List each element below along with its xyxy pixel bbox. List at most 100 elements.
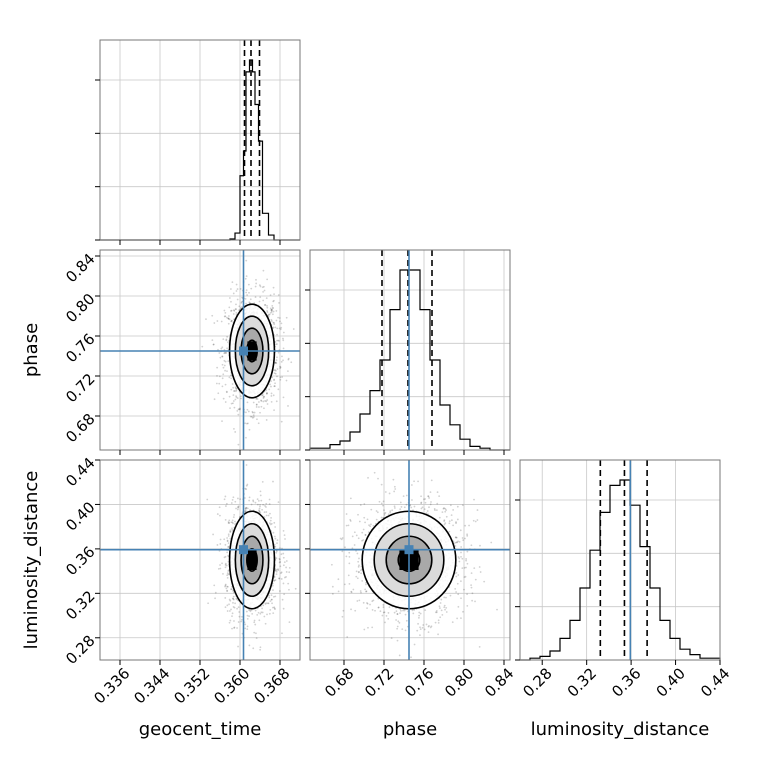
scatter-point	[269, 600, 272, 603]
scatter-point	[245, 289, 248, 292]
scatter-point	[273, 535, 276, 538]
scatter-point	[456, 505, 459, 508]
scatter-point	[272, 300, 275, 303]
scatter-point	[229, 529, 232, 532]
scatter-point	[282, 529, 285, 532]
scatter-point	[451, 621, 454, 624]
scatter-point	[337, 590, 340, 593]
scatter-point	[262, 397, 265, 399]
scatter-point	[267, 602, 270, 605]
scatter-point	[280, 578, 283, 580]
scatter-point	[356, 552, 359, 555]
scatter-point	[226, 370, 228, 372]
x-tick-label-geocent-time: 0.352	[170, 664, 213, 707]
scatter-point	[255, 406, 258, 408]
scatter-point	[269, 294, 272, 297]
scatter-point	[412, 612, 415, 615]
scatter-point	[212, 343, 215, 346]
scatter-point	[419, 612, 422, 615]
scatter-point	[275, 550, 278, 553]
scatter-point	[228, 522, 231, 524]
scatter-point	[254, 285, 257, 288]
scatter-point	[454, 541, 457, 544]
scatter-point	[274, 372, 277, 375]
scatter-point	[226, 316, 228, 319]
scatter-point	[228, 318, 231, 321]
scatter-point	[263, 407, 265, 410]
scatter-point	[459, 580, 462, 583]
scatter-point	[423, 498, 425, 501]
scatter-point	[273, 369, 275, 372]
scatter-point	[420, 501, 423, 504]
truth-marker	[239, 346, 248, 356]
scatter-point	[259, 411, 261, 414]
scatter-point	[361, 539, 363, 542]
scatter-point	[405, 494, 408, 497]
scatter-point	[226, 574, 229, 577]
scatter-point	[358, 599, 361, 602]
x-tick-label-geocent-time: 0.360	[210, 664, 253, 707]
scatter-point	[436, 502, 439, 505]
scatter-point	[470, 584, 473, 587]
panel-scatter-geocent-time-luminosity-distance: 0.3360.3440.3520.3600.3680.280.320.360.4…	[62, 454, 301, 707]
scatter-point	[349, 518, 352, 521]
scatter-point	[283, 593, 286, 596]
scatter-point	[249, 610, 252, 613]
scatter-point	[440, 609, 443, 612]
scatter-point	[371, 626, 374, 629]
scatter-point	[461, 537, 464, 539]
scatter-point	[266, 278, 269, 281]
scatter-point	[448, 530, 451, 533]
scatter-point	[222, 338, 225, 341]
scatter-point	[260, 611, 263, 614]
scatter-point	[219, 567, 222, 570]
scatter-point	[239, 288, 242, 290]
scatter-point	[229, 407, 231, 410]
scatter-point	[259, 646, 262, 649]
panel-hist-geocent-time	[95, 39, 301, 245]
scatter-point	[272, 394, 275, 397]
scatter-point	[272, 310, 275, 313]
scatter-point	[235, 303, 237, 306]
scatter-point	[240, 300, 243, 303]
y-tick-label-luminosity-distance: 0.44	[62, 454, 98, 490]
scatter-point	[474, 600, 476, 603]
scatter-point	[413, 480, 415, 483]
scatter-point	[227, 318, 230, 320]
scatter-point	[466, 593, 468, 596]
scatter-point	[284, 538, 286, 540]
scatter-point	[276, 343, 278, 345]
scatter-point	[239, 307, 242, 309]
scatter-point	[450, 519, 453, 522]
scatter-point	[227, 317, 230, 320]
scatter-point	[226, 540, 229, 543]
x-axis-label-geocent-time: geocent_time	[139, 719, 262, 740]
scatter-point	[234, 308, 237, 311]
scatter-point	[258, 284, 261, 287]
scatter-point	[353, 531, 356, 534]
scatter-point	[274, 569, 277, 572]
scatter-point	[245, 464, 248, 466]
scatter-point	[223, 556, 226, 559]
scatter-point	[230, 402, 233, 405]
scatter-point	[253, 411, 256, 414]
scatter-point	[273, 378, 275, 381]
scatter-point	[255, 632, 257, 635]
scatter-point	[244, 510, 246, 513]
panel-scatter-geocent-time-phase: 0.680.720.760.800.84	[62, 249, 301, 455]
scatter-point	[266, 403, 269, 405]
scatter-point	[283, 534, 286, 536]
scatter-point	[367, 476, 369, 479]
scatter-point	[227, 545, 230, 548]
scatter-point	[419, 628, 422, 631]
scatter-point	[223, 315, 226, 318]
scatter-point	[245, 610, 248, 613]
panel-content	[100, 460, 300, 660]
scatter-point	[264, 304, 266, 306]
scatter-point	[275, 557, 278, 560]
scatter-point	[259, 505, 261, 508]
scatter-point	[230, 521, 233, 524]
scatter-point	[232, 394, 235, 396]
panel-frame	[309, 249, 511, 451]
scatter-point	[281, 355, 283, 358]
